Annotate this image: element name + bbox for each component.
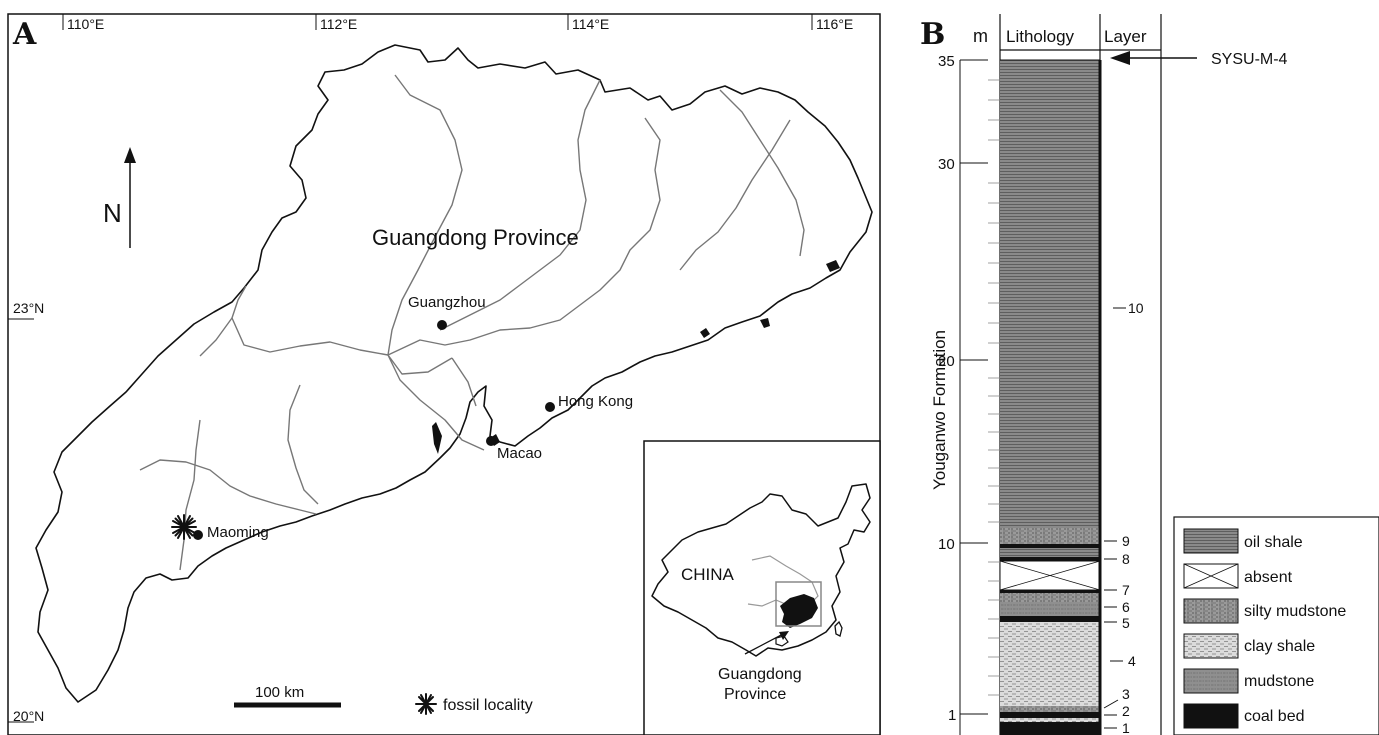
longitude-ticks [62,14,813,30]
formation-label: Youganwo Formation [930,330,949,490]
depth-label-20: 20 [938,353,955,370]
inset-arrow-icon [744,631,789,655]
header-lithology: Lithology [1006,27,1075,46]
lith-silty-mudstone-7 [1000,593,1100,602]
china-internal-boundary [747,555,819,607]
lith-coal-bed-7 [1000,590,1100,593]
longitude-110: 110°E [67,16,104,32]
lith-coal-bed-1 [1000,722,1100,735]
depth-label-35: 35 [938,53,955,70]
city-label-macao: Macao [497,445,542,462]
fossil-locality-icon [171,514,197,540]
layer-tick-3 [1103,699,1119,709]
panel-b-column: B m Lithology Layer [920,14,1379,735]
inset-country-label: CHINA [681,565,735,584]
longitude-114: 114°E [572,16,609,32]
legend-swatch-mudstone [1183,668,1239,694]
depth-label-10: 10 [938,536,955,553]
lith-silty-3 [1000,706,1100,712]
legend-label-silty-mudstone: silty mudstone [1244,603,1346,620]
header-layer: Layer [1104,27,1147,46]
inset-province-line2: Province [724,686,786,703]
guangdong-outline [35,44,873,703]
panel-b-letter: B [920,17,945,52]
map-frame [7,13,881,735]
longitude-112: 112°E [320,16,357,32]
legend-label-clay-shale: clay shale [1244,638,1315,655]
legend-swatch-coal-bed [1183,703,1239,729]
legend-label-oil-shale: oil shale [1244,534,1303,551]
lith-absent [999,560,1101,591]
city-label-hong-kong: Hong Kong [558,393,633,410]
city-label-guangzhou: Guangzhou [408,294,486,311]
legend-label-coal-bed: coal bed [1244,708,1305,725]
city-dot-guangzhou [437,320,447,330]
layer-label-1: 1 [1122,720,1130,735]
depth-label-1: 1 [948,707,956,724]
header-unit: m [973,26,988,46]
layer-label-2: 2 [1122,703,1130,719]
lith-clay-2 [1000,718,1100,722]
legend-fossil-icon [415,693,437,715]
lith-silty-mudstone-upper [1000,528,1100,544]
panel-a-map: A 110°E 112°E 114°E 116°E 23°N 20°N N [7,13,881,735]
legend-swatch-clay-shale [1183,633,1239,659]
lith-mudstone-6 [1000,602,1100,616]
inset-guangdong-fill [780,594,818,628]
china-outline [651,483,871,657]
city-label-maoming: Maoming [207,524,269,541]
lith-coal-bed-8 [1000,557,1100,561]
lith-coal-bed-upper [1000,544,1100,548]
coastal-islands [432,260,840,454]
legend-swatch-absent [1183,563,1239,589]
depth-minor-ticks [988,79,1000,696]
province-label: Guangdong Province [372,225,579,250]
lith-coal-bed-2 [1000,712,1100,718]
inset-province-line1: Guangdong [718,666,802,683]
sample-label: SYSU-M-4 [1211,51,1288,68]
scale-bar-label: 100 km [255,684,304,701]
lith-coal-bed-5 [1000,616,1100,622]
panel-a-letter: A [12,17,37,52]
layer-label-9: 9 [1122,533,1130,549]
layer-label-7: 7 [1122,582,1130,598]
lith-clay-shale-4 [1000,622,1100,706]
north-label: N [103,198,122,228]
city-dot-hong-kong [545,402,555,412]
inset-china: CHINA Guangdong Province [643,440,881,735]
legend-swatch-silty-mudstone [1183,598,1239,624]
inset-frame [643,440,881,735]
latitude-23: 23°N [13,300,44,316]
depth-axis [959,59,988,735]
layer-label-6: 6 [1122,599,1130,615]
city-dot-macao [486,436,496,446]
north-arrow-icon [124,147,136,248]
layer-label-5: 5 [1122,615,1130,631]
layer-label-4: 4 [1128,653,1136,669]
taiwan-island [834,620,843,637]
legend-fossil-label: fossil locality [443,697,533,714]
rivers [139,74,805,571]
lith-oil-shale-main [1000,60,1100,528]
city-dot-maoming [193,530,203,540]
layer-label-3: 3 [1122,686,1130,702]
sample-arrow-icon [1110,51,1197,65]
lithology-legend: oil shale absent silty mudstone clay sha… [1173,516,1379,735]
layer-label-10: 10 [1128,300,1144,316]
longitude-116: 116°E [816,16,853,32]
depth-label-30: 30 [938,156,955,173]
lith-oil-shale-8 [1000,548,1100,557]
latitude-20: 20°N [13,708,44,724]
legend-label-mudstone: mudstone [1244,673,1314,690]
legend-swatch-oil-shale [1183,528,1239,554]
legend-label-absent: absent [1244,569,1293,586]
inset-locator-box [775,581,822,627]
layer-label-8: 8 [1122,551,1130,567]
